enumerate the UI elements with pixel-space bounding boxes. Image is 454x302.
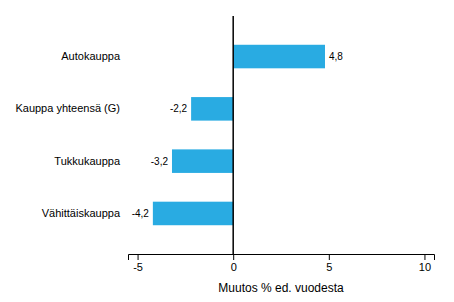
bar bbox=[191, 97, 233, 121]
y-tick-label: Kauppa yhteensä (G) bbox=[15, 102, 120, 114]
x-tick-label: -5 bbox=[133, 261, 143, 273]
x-axis-title: Muutos % ed. vuodesta bbox=[218, 281, 344, 295]
y-tick-label: Autokauppa bbox=[61, 50, 121, 62]
data-label: -4,2 bbox=[132, 208, 150, 219]
y-tick-label: Vähittäiskauppa bbox=[42, 207, 121, 219]
y-tick-label: Tukkukauppa bbox=[54, 155, 121, 167]
y-axis: Autokauppa Kauppa yhteensä (G) Tukkukauppa… bbox=[15, 50, 120, 219]
x-tick: 10 bbox=[419, 254, 431, 273]
bar bbox=[233, 45, 325, 69]
y-tick: Vähittäiskauppa bbox=[42, 207, 121, 219]
x-tick: 0 bbox=[231, 254, 237, 273]
x-tick-mark bbox=[329, 254, 330, 260]
x-axis: -5 0 5 10 bbox=[129, 254, 435, 273]
bars bbox=[153, 45, 325, 225]
y-tick: Tukkukauppa bbox=[54, 155, 121, 167]
y-tick: Kauppa yhteensä (G) bbox=[15, 102, 120, 114]
x-tick-mark bbox=[233, 254, 234, 260]
chart: -5 0 5 10 Autokauppa Kauppa yhteensä (G) Tukku… bbox=[0, 0, 454, 302]
zero-line bbox=[232, 16, 234, 254]
data-labels: 4,8 -2,2 -3,2 -4,2 bbox=[132, 51, 344, 219]
data-label: -3,2 bbox=[151, 156, 169, 167]
plot: -5 0 5 10 Autokauppa Kauppa yhteensä (G) Tukku… bbox=[15, 16, 434, 273]
bar bbox=[172, 149, 233, 173]
data-label: -2,2 bbox=[170, 103, 188, 114]
x-tick-label: 5 bbox=[326, 261, 332, 273]
x-axis-line bbox=[129, 255, 435, 261]
y-tick: Autokauppa bbox=[61, 50, 121, 62]
data-label: 4,8 bbox=[329, 51, 343, 62]
bar bbox=[153, 202, 233, 226]
x-tick-mark bbox=[424, 254, 425, 260]
x-tick: 5 bbox=[326, 254, 332, 273]
x-tick-label: 10 bbox=[419, 261, 431, 273]
x-tick: -5 bbox=[133, 254, 143, 273]
x-tick-mark bbox=[138, 254, 139, 260]
x-tick-label: 0 bbox=[231, 261, 237, 273]
